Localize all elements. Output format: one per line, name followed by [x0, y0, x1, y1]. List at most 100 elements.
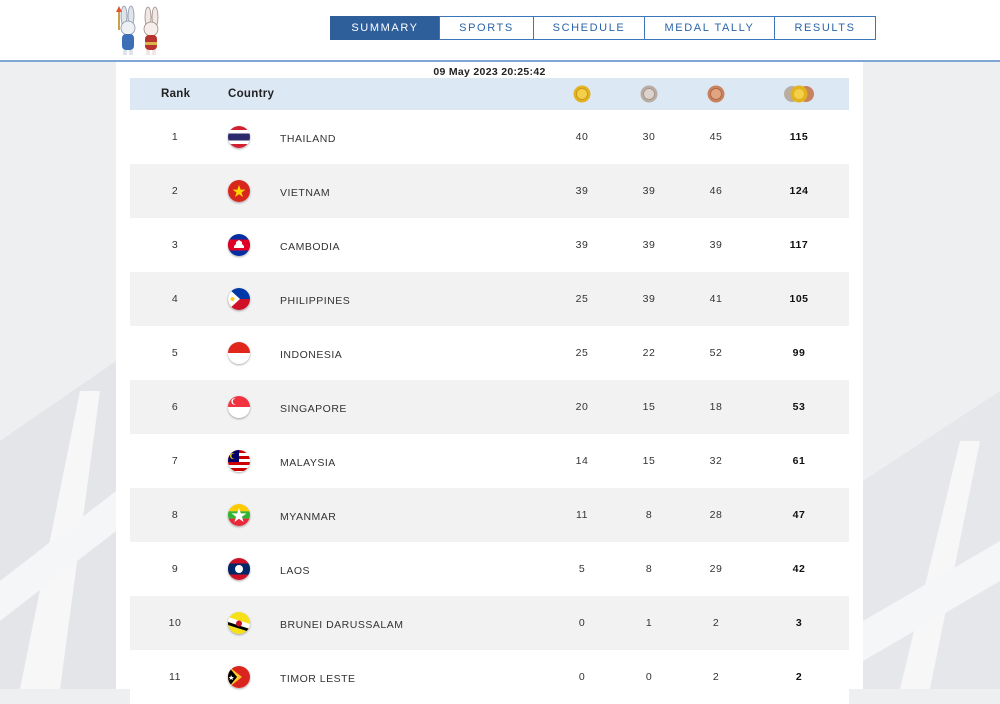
table-row: 6 SINGAPORE 20 15 18 53: [130, 380, 849, 434]
medal-table: Rank Country 1 THAILAND 40 30 45 115: [130, 78, 849, 704]
country-name[interactable]: BRUNEI DARUSSALAM: [280, 619, 404, 631]
silver-count: 15: [642, 455, 656, 467]
rank-cell: 7: [171, 455, 179, 467]
country-name[interactable]: PHILIPPINES: [280, 295, 351, 307]
bronze-count: 46: [709, 185, 723, 197]
silver-count: 30: [642, 131, 656, 143]
singapore-flag-icon: [228, 396, 250, 418]
gold-count: 25: [575, 347, 589, 359]
total-count: 42: [792, 563, 806, 575]
country-name[interactable]: INDONESIA: [280, 349, 343, 361]
cambodia-flag-icon: [228, 234, 250, 256]
table-row: 4 PHILIPPINES 25 39 41 105: [130, 272, 849, 326]
gold-count: 11: [576, 509, 588, 521]
bronze-count: 2: [712, 617, 720, 629]
rank-cell: 6: [171, 401, 179, 413]
gold-count: 14: [575, 455, 589, 467]
gold-count: 25: [575, 293, 589, 305]
total-count: 124: [789, 185, 809, 197]
gold-count: 39: [575, 239, 589, 251]
rank-cell: 4: [171, 293, 179, 305]
nav-results-tab[interactable]: RESULTS: [774, 16, 876, 40]
nav-sports-tab[interactable]: SPORTS: [439, 16, 534, 40]
update-timestamp: 09 May 2023 20:25:42: [433, 66, 546, 78]
rank-cell: 2: [171, 185, 179, 197]
total-count: 61: [792, 455, 806, 467]
table-row: 9 LAOS 5 8 29 42: [130, 542, 849, 596]
myanmar-flag-icon: [228, 504, 250, 526]
table-row: 5 INDONESIA 25 22 52 99: [130, 326, 849, 380]
silver-count: 0: [645, 671, 653, 683]
table-header: Rank Country: [130, 78, 849, 110]
total-count: 117: [789, 239, 809, 251]
gold-count: 20: [575, 401, 589, 413]
rank-cell: 8: [171, 509, 179, 521]
silver-count: 1: [645, 617, 653, 629]
country-header: Country: [228, 88, 275, 100]
silver-count: 39: [642, 239, 656, 251]
brunei-flag-icon: [228, 612, 250, 634]
medal-tally-panel: 09 May 2023 20:25:42 Rank Country 1 THAI…: [116, 61, 863, 704]
bronze-count: 29: [709, 563, 723, 575]
site-header: SUMMARY SPORTS SCHEDULE MEDAL TALLY RESU…: [0, 0, 1000, 62]
country-name[interactable]: THAILAND: [280, 133, 336, 145]
rank-cell: 3: [171, 239, 179, 251]
gold-count: 40: [575, 131, 589, 143]
rank-cell: 1: [171, 131, 179, 143]
bronze-count: 41: [709, 293, 723, 305]
bronze-count: 2: [712, 671, 720, 683]
silver-count: 8: [645, 563, 653, 575]
country-name[interactable]: VIETNAM: [280, 187, 331, 199]
bronze-count: 18: [709, 401, 723, 413]
table-row: 7 MALAYSIA 14 15 32 61: [130, 434, 849, 488]
table-row: 1 THAILAND 40 30 45 115: [130, 110, 849, 164]
country-name[interactable]: CAMBODIA: [280, 241, 341, 253]
gold-count: 5: [578, 563, 586, 575]
rank-cell: 5: [171, 347, 179, 359]
table-row: 11 TIMOR LESTE 0 0 2 2: [130, 650, 849, 704]
silver-count: 22: [642, 347, 656, 359]
bronze-count: 32: [709, 455, 723, 467]
bronze-count: 39: [709, 239, 723, 251]
silver-count: 39: [642, 185, 656, 197]
table-row: 2 VIETNAM 39 39 46 124: [130, 164, 849, 218]
silver-count: 15: [642, 401, 656, 413]
country-name[interactable]: LAOS: [280, 565, 311, 577]
bronze-medal-icon: [707, 85, 725, 103]
nav-medal-tally-tab[interactable]: MEDAL TALLY: [644, 16, 775, 40]
bronze-count: 45: [709, 131, 723, 143]
country-name[interactable]: SINGAPORE: [280, 403, 347, 415]
nav-schedule-tab[interactable]: SCHEDULE: [533, 16, 645, 40]
nav-summary-tab[interactable]: SUMMARY: [330, 16, 440, 40]
table-row: 10 BRUNEI DARUSSALAM 0 1 2 3: [130, 596, 849, 650]
main-nav: SUMMARY SPORTS SCHEDULE MEDAL TALLY RESU…: [330, 16, 876, 40]
laos-flag-icon: [228, 558, 250, 580]
total-count: 99: [792, 347, 806, 359]
table-row: 8 MYANMAR 11 8 28 47: [130, 488, 849, 542]
total-count: 3: [795, 617, 803, 629]
silver-count: 39: [642, 293, 656, 305]
malaysia-flag-icon: [228, 450, 250, 472]
country-name[interactable]: TIMOR LESTE: [280, 673, 356, 685]
country-name[interactable]: MALAYSIA: [280, 457, 336, 469]
philippines-flag-icon: [228, 288, 250, 310]
rank-cell: 11: [169, 671, 181, 683]
rabbit-mascot-icon: [116, 5, 159, 55]
indonesia-flag-icon: [228, 342, 250, 364]
gold-count: 39: [575, 185, 589, 197]
silver-count: 8: [645, 509, 653, 521]
total-count: 105: [789, 293, 809, 305]
total-medals-icon: [784, 85, 814, 103]
total-count: 53: [792, 401, 806, 413]
rank-header: Rank: [161, 88, 191, 100]
bronze-count: 28: [709, 509, 723, 521]
rank-cell: 10: [168, 617, 182, 629]
silver-medal-icon: [640, 85, 658, 103]
gold-count: 0: [578, 671, 586, 683]
country-name[interactable]: MYANMAR: [280, 511, 337, 523]
total-count: 115: [789, 131, 809, 143]
timor-leste-flag-icon: [228, 666, 250, 688]
thailand-flag-icon: [228, 126, 250, 148]
gold-count: 0: [578, 617, 586, 629]
total-count: 2: [795, 671, 803, 683]
